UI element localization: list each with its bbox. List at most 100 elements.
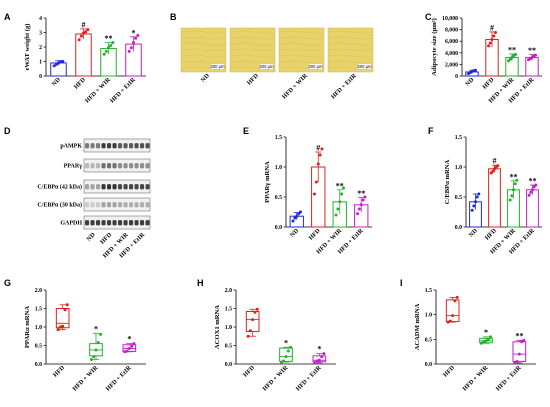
blot-strip [83, 179, 151, 194]
data-point [484, 339, 488, 343]
data-point [134, 36, 138, 40]
y-tick-label: 4,000 [445, 51, 458, 57]
data-point [99, 332, 103, 336]
data-point [251, 318, 255, 322]
blot-row: pAMPK [60, 138, 151, 153]
blot-band [96, 202, 101, 208]
blot-row-label: C/EBPα (42 kDa) [37, 184, 82, 191]
data-point [446, 320, 450, 324]
blot-band [118, 184, 123, 190]
y-axis-label: PPARγ mRNA [264, 161, 271, 203]
y-tick-label: 1.5 [225, 307, 232, 313]
y-tick-label: 0.5 [225, 344, 232, 350]
data-point [341, 186, 345, 190]
data-point [453, 299, 457, 303]
tissue-texture [181, 54, 226, 58]
data-point [531, 188, 534, 192]
scale-bar-label: 200 μm [357, 64, 372, 69]
y-axis-label: C/EBPα mRNA [444, 160, 451, 205]
data-point [109, 44, 113, 48]
data-point [102, 52, 106, 56]
data-point [529, 190, 533, 194]
x-category-label: ND [51, 76, 63, 88]
data-point [136, 33, 140, 37]
data-point [356, 212, 360, 216]
tissue-texture [181, 36, 226, 40]
blot-band [90, 220, 95, 226]
data-point [334, 213, 338, 217]
y-tick-label: 1.0 [425, 313, 432, 319]
data-point [253, 310, 257, 314]
y-tick-label: 0.5 [35, 344, 42, 350]
data-point [63, 308, 67, 312]
significance-mark: ** [336, 181, 344, 190]
panel-letter: A [4, 12, 11, 22]
tissue-texture [181, 42, 226, 46]
box [245, 310, 260, 332]
data-point [510, 194, 514, 198]
tissue-texture [279, 36, 324, 40]
data-point [482, 340, 486, 344]
blot-band [134, 163, 139, 169]
y-tick-label: 4 [39, 16, 42, 22]
tissue-texture [328, 48, 373, 52]
scale-bar-box [309, 64, 322, 69]
data-point [517, 352, 521, 356]
blot-band [118, 143, 123, 149]
blot-band [145, 163, 150, 169]
histology-tile: 200 μm ND [180, 27, 227, 84]
blot-band [85, 163, 90, 169]
data-point [470, 208, 474, 212]
blot-band [112, 220, 117, 226]
data-point [315, 359, 319, 363]
blot-band [145, 143, 150, 149]
blot-band [112, 143, 117, 149]
box [512, 341, 527, 363]
scale-bar-label: 200 μm [308, 64, 323, 69]
data-point [314, 180, 318, 184]
significance-mark: ** [529, 177, 537, 186]
data-point [132, 41, 135, 45]
blot-strip [83, 197, 151, 212]
tissue-texture [230, 48, 275, 52]
histology-tile: 200 μm HFD + WIR [278, 27, 325, 100]
y-tick-label: 8,000 [445, 28, 458, 34]
data-point [477, 192, 481, 196]
y-axis-label: ACADM mRNA [414, 303, 421, 350]
y-tick-label: 1.5 [35, 307, 42, 313]
x-category-label: HFD [484, 227, 499, 242]
tissue-texture [230, 60, 275, 64]
y-axis-label: PPARα mRNA [24, 306, 31, 348]
blot-band [107, 143, 112, 149]
blot-band [145, 202, 150, 208]
blot-band [140, 220, 145, 226]
significance-mark: ** [105, 34, 113, 43]
histology-panel: B 200 μm ND 200 μm HFD 200 μm HFD + WIR 200 μm H… [170, 12, 374, 101]
y-tick-label: 1 [39, 60, 42, 66]
blot-band [129, 202, 134, 208]
blot-band [145, 220, 150, 226]
x-category-label: ND [289, 227, 301, 239]
histology-group-label: HFD [246, 72, 261, 87]
blot-band [85, 184, 90, 190]
y-tick-label: 0 [39, 74, 42, 80]
data-point [492, 34, 496, 38]
blot-row-label: GAPDH [60, 221, 82, 227]
y-tick-label: 1.0 [275, 165, 282, 171]
data-point [286, 349, 290, 353]
y-tick-label: 1.5 [425, 288, 432, 294]
y-tick-label: 6,000 [445, 39, 458, 45]
y-tick-label: 0.0 [35, 362, 42, 368]
significance-mark: # [316, 144, 320, 153]
data-point [94, 348, 98, 352]
tissue-texture [328, 42, 373, 46]
data-point [488, 41, 492, 45]
y-tick-label: 0 [455, 74, 458, 80]
data-point [65, 303, 69, 307]
histology-group-label: HFD + WIR [281, 72, 309, 100]
tissue-texture [328, 60, 373, 64]
y-tick-label: 0.0 [425, 362, 432, 368]
blot-band [118, 202, 123, 208]
significance-mark: ** [508, 45, 516, 54]
